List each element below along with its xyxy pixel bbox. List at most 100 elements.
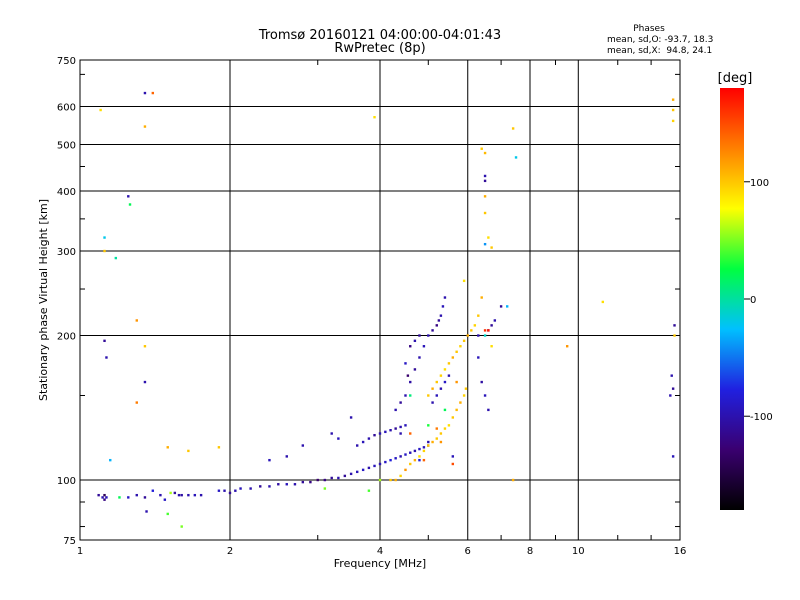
- echo-point: [418, 458, 421, 462]
- echo-point: [443, 408, 447, 412]
- x-tick-label: 4: [377, 546, 383, 557]
- echo-point: [451, 455, 455, 458]
- x-tick-label: 16: [674, 546, 687, 557]
- echo-point: [422, 458, 426, 462]
- echo-point: [473, 324, 477, 327]
- echo-point: [462, 339, 466, 343]
- colorbar-tick-label: -100: [750, 412, 773, 423]
- echo-point: [361, 468, 365, 472]
- echo-point: [483, 151, 487, 155]
- plot-frame: [79, 59, 681, 541]
- echo-point: [483, 394, 487, 397]
- echo-point: [409, 432, 412, 435]
- echo-point: [404, 424, 407, 427]
- echo-point: [435, 437, 438, 440]
- echo-point: [404, 468, 407, 472]
- echo-point: [455, 408, 458, 412]
- echo-point: [490, 345, 493, 348]
- echo-point: [109, 458, 112, 462]
- echo-point: [427, 444, 430, 447]
- echo-point: [143, 345, 147, 348]
- echo-point: [187, 493, 190, 497]
- x-tick-label: 8: [527, 546, 533, 557]
- phases-x-stats: mean, sd,X: 94.8, 24.1: [607, 46, 712, 56]
- echo-point: [441, 305, 445, 308]
- echo-point: [462, 279, 466, 283]
- echo-point: [127, 496, 130, 499]
- echo-point: [487, 329, 490, 332]
- echo-point: [349, 472, 353, 476]
- echo-point: [499, 305, 503, 308]
- echo-point: [409, 394, 412, 397]
- echo-point: [355, 470, 359, 474]
- echo-point: [378, 478, 382, 482]
- echo-point: [394, 427, 397, 430]
- echo-point: [301, 444, 305, 447]
- y-tick-label: 75: [63, 536, 76, 547]
- echo-point: [177, 493, 181, 497]
- y-tick-label: 300: [57, 247, 76, 258]
- echo-point: [99, 108, 102, 112]
- echo-point: [101, 496, 104, 499]
- echo-point: [173, 491, 177, 495]
- echo-point: [180, 493, 183, 497]
- echo-point: [409, 345, 412, 348]
- echo-point: [143, 91, 147, 95]
- x-tick-label: 10: [572, 546, 585, 557]
- echo-point: [413, 458, 417, 462]
- y-tick-label: 400: [57, 187, 76, 198]
- echo-point: [97, 493, 100, 497]
- echo-point: [217, 489, 221, 492]
- echo-point: [285, 483, 288, 486]
- echo-point: [431, 387, 434, 390]
- echo-point: [223, 489, 226, 492]
- echo-point: [439, 387, 443, 390]
- echo-point: [151, 489, 155, 492]
- echo-point: [103, 493, 106, 497]
- echo-point: [483, 195, 487, 198]
- echo-point: [435, 394, 438, 397]
- echo-point: [394, 478, 397, 482]
- echo-point: [373, 464, 376, 468]
- echo-point: [105, 356, 108, 359]
- echo-point: [349, 416, 353, 419]
- echo-point: [447, 424, 451, 427]
- echo-point: [268, 458, 271, 462]
- echo-point: [373, 116, 376, 119]
- echo-point: [431, 329, 434, 332]
- echo-point: [462, 394, 466, 397]
- echo-point: [239, 487, 242, 490]
- echo-point: [435, 324, 438, 327]
- echo-point: [234, 489, 237, 492]
- echo-point: [443, 380, 447, 384]
- echo-point: [143, 496, 147, 499]
- echo-point: [673, 324, 676, 327]
- echo-point: [470, 329, 473, 332]
- echo-point: [671, 98, 675, 101]
- echo-point: [483, 329, 487, 332]
- echo-point: [249, 487, 252, 490]
- y-tick-label: 500: [57, 141, 76, 152]
- echo-point: [451, 416, 455, 419]
- echo-point: [435, 427, 438, 430]
- echo-point: [480, 296, 483, 299]
- echo-point: [404, 453, 407, 456]
- echo-point: [406, 374, 410, 377]
- x-axis-label: Frequency [MHz]: [334, 557, 426, 570]
- echo-point: [671, 119, 675, 123]
- echo-point: [159, 493, 162, 497]
- echo-point: [187, 449, 190, 453]
- x-tick-label: 1: [77, 546, 83, 557]
- echo-point: [427, 394, 430, 397]
- echo-point: [483, 334, 487, 337]
- echo-point: [483, 179, 487, 183]
- y-tick-label: 100: [57, 476, 76, 487]
- echo-point: [418, 455, 421, 458]
- echo-point: [443, 368, 447, 371]
- echo-point: [671, 108, 675, 112]
- echo-point: [145, 510, 148, 513]
- echo-point: [169, 491, 172, 495]
- echo-point: [511, 478, 515, 482]
- chart-subtitle: RwPretec (8p): [334, 41, 425, 56]
- echo-point: [427, 334, 430, 337]
